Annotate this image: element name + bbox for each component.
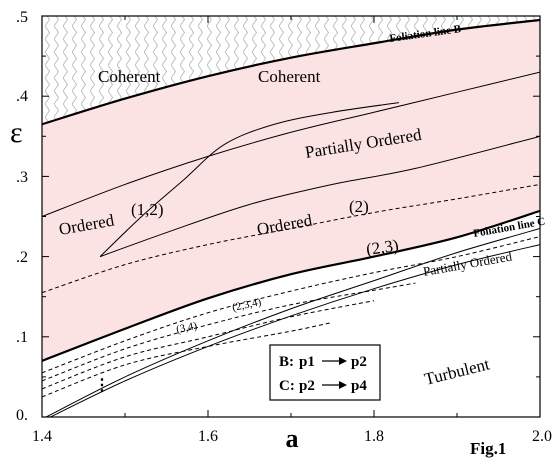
y-tick-0-3: .3 <box>16 169 28 186</box>
y-tick-0: 0. <box>16 407 28 424</box>
curve-B-top <box>42 18 540 126</box>
cluster-label-1-2: (1,2) <box>131 200 164 219</box>
y-tick-0-2: .2 <box>16 249 28 266</box>
curve-inner-solid <box>99 135 540 258</box>
legend-b-from: p1 <box>299 354 315 370</box>
region-label-coherent-right: Coherent <box>258 67 321 86</box>
region-label-coherent-left: Coherent <box>98 67 161 86</box>
legend-b-to: p2 <box>351 354 367 370</box>
y-tick-0-5: .5 <box>16 9 28 26</box>
figure-label: Fig.1 <box>470 439 506 458</box>
legend-c-key: C: <box>279 378 295 394</box>
tick-marks <box>41 15 541 418</box>
legend-b-key: B: <box>279 354 294 370</box>
coherent-pink-band <box>42 20 540 217</box>
dots-label: ⋮ <box>94 377 110 394</box>
curve-dashed-2 <box>42 236 540 374</box>
x-tick-1-4: 1.4 <box>32 428 52 445</box>
legend-c-to: p4 <box>351 378 367 394</box>
cluster-label-2-3: (2,3) <box>365 236 400 259</box>
curve-solid-lower-2 <box>50 244 540 417</box>
legend-c-from: p2 <box>299 378 315 394</box>
x-tick-1-6: 1.6 <box>198 428 218 445</box>
coherent-hatched-region <box>42 16 540 125</box>
curve-solid-lower-1 <box>45 228 540 417</box>
curve-dashed-1 <box>42 183 540 294</box>
legend-c-arrowhead <box>339 381 347 389</box>
x-tick-1-8: 1.8 <box>364 428 384 445</box>
ordered-pink-region <box>42 72 540 361</box>
x-tick-2-0: 2.0 <box>532 428 552 445</box>
curve-dashed-5 <box>42 321 333 398</box>
curve-C-line <box>42 209 540 362</box>
curve-dashed-3 <box>42 282 416 382</box>
curve-group <box>42 18 540 417</box>
cluster-label-2-3-4: (2,3,4) <box>231 296 263 314</box>
cluster-label-3-4: (3,4) <box>175 320 198 336</box>
cluster-label-2: (2) <box>349 197 369 216</box>
y-tick-0-1: .1 <box>16 329 28 346</box>
x-axis-label: a <box>286 424 299 453</box>
region-label-turbulent: Turbulent <box>422 354 491 389</box>
legend-box: B: p1 p2 C: p2 p4 <box>269 344 381 401</box>
curve-boundary-1 <box>42 71 540 217</box>
y-axis-label: ε <box>10 116 23 149</box>
curve-dashed-4 <box>42 300 375 390</box>
legend-b-arrowhead <box>339 357 347 365</box>
y-tick-0-4: .4 <box>16 88 28 105</box>
curve-cusp-(1,2) <box>99 102 399 257</box>
region-label-partially-ordered-small: Partially Ordered <box>422 248 514 278</box>
